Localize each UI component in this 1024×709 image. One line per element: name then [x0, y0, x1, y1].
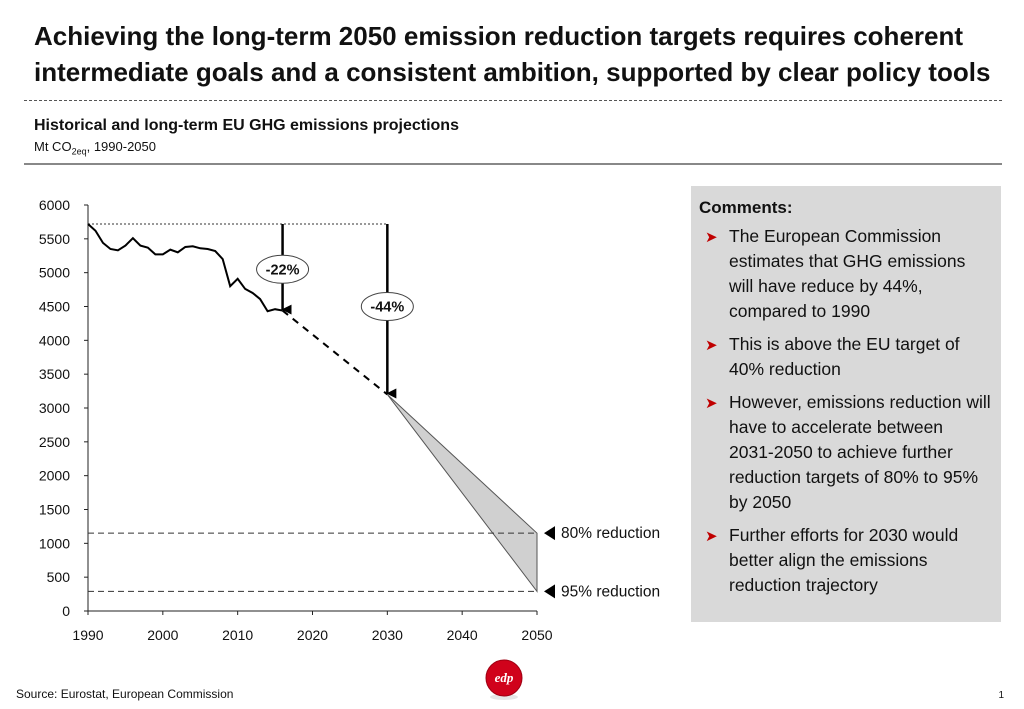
unit-subscript: 2eq: [71, 146, 87, 157]
x-tick-label: 2020: [297, 627, 328, 643]
comments-panel: Comments: ➤ The European Commission estim…: [691, 186, 1001, 622]
y-tick-label: 1500: [39, 502, 70, 518]
reduction-label-bubble: [256, 254, 310, 284]
svg-text:edp: edp: [495, 670, 514, 685]
emissions-chart: 0 500 1000 1500 2000 2500 3000 3500 4000 4500 5000…: [39, 197, 660, 643]
target-label: 80% reduction: [561, 525, 660, 542]
target-pointer-icon: [544, 526, 555, 541]
target-label: 95% reduction: [561, 583, 660, 600]
historical-emissions-line: [87, 223, 283, 313]
chart-header-divider: [24, 163, 1002, 165]
comment-item: ➤ Further efforts for 2030 would better a…: [699, 523, 991, 598]
arrow-bullet-icon: ➤: [705, 229, 718, 246]
y-tick-label: 2000: [39, 468, 70, 484]
reduction-label-bubble: [360, 292, 414, 321]
y-tick-label: 5500: [39, 231, 70, 247]
header-divider: [24, 100, 1002, 101]
page-number: 1: [998, 690, 1004, 701]
arrow-bullet-icon: ➤: [705, 337, 718, 354]
comment-item: ➤ This is above the EU target of 40% redu…: [699, 332, 991, 382]
arrow-bullet-icon: ➤: [705, 395, 718, 412]
unit-prefix: Mt CO: [34, 139, 72, 154]
y-tick-label: 2500: [39, 434, 70, 450]
reduction-label: -44%: [370, 300, 404, 316]
y-tick-label: 4000: [39, 332, 70, 348]
x-tick-label: 2030: [372, 627, 403, 643]
page-headline: Achieving the long-term 2050 emission re…: [34, 21, 991, 87]
comment-item: ➤ The European Commission estimates that …: [699, 224, 991, 324]
comments-title: Comments:: [699, 198, 793, 217]
edp-logo: edp: [485, 659, 523, 700]
chart-unit: Mt CO2eq, 1990-2050: [34, 139, 156, 157]
y-tick-label: 6000: [39, 197, 70, 213]
comment-text: The European Commission estimates that G…: [729, 226, 966, 321]
reduction-label: -22%: [266, 262, 300, 278]
x-tick-label: 2010: [222, 627, 253, 643]
target-pointer-icon: [544, 584, 555, 599]
comment-text: This is above the EU target of 40% reduc…: [729, 334, 960, 379]
comments-list: ➤ The European Commission estimates that …: [699, 224, 991, 598]
y-tick-label: 5000: [39, 265, 70, 281]
y-tick-label: 4500: [39, 299, 70, 315]
projection-line: [281, 309, 388, 396]
x-tick-label: 1990: [72, 627, 103, 643]
y-tick-label: 1000: [39, 535, 70, 551]
comment-text: However, emissions reduction will have t…: [729, 392, 991, 512]
x-tick-label: 2000: [147, 627, 178, 643]
arrow-bullet-icon: ➤: [705, 528, 718, 545]
x-tick-label: 2050: [521, 627, 552, 643]
y-tick-label: 0: [62, 603, 70, 619]
chart-title: Historical and long-term EU GHG emission…: [34, 117, 459, 134]
y-tick-label: 3000: [39, 400, 70, 416]
y-tick-label: 3500: [39, 366, 70, 382]
comment-item: ➤ However, emissions reduction will have …: [699, 390, 991, 515]
comment-text: Further efforts for 2030 would better al…: [729, 525, 959, 595]
x-tick-label: 2040: [447, 627, 478, 643]
source-note: Source: Eurostat, European Commission: [16, 687, 234, 701]
y-tick-label: 500: [47, 569, 71, 585]
scenario-cone: [386, 394, 538, 593]
unit-suffix: , 1990-2050: [86, 139, 156, 154]
